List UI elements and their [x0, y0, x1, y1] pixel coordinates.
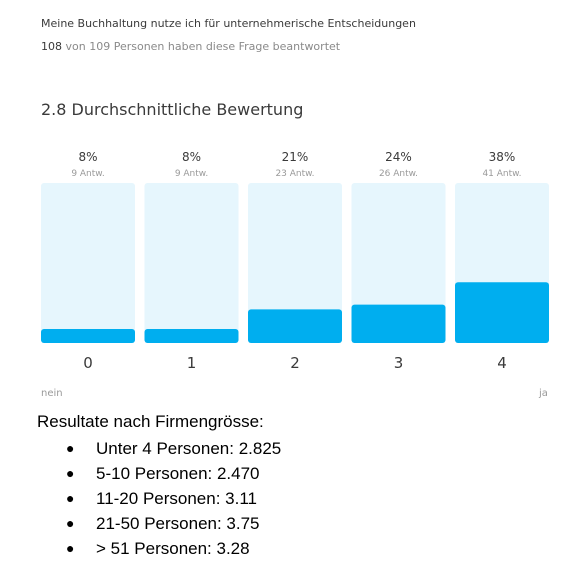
results-list: ● Unter 4 Personen: 2.825 ● 5-10 Personen:… [66, 436, 281, 561]
result-text: 11-20 Personen: 3.11 [96, 489, 257, 508]
list-item: ● 5-10 Personen: 2.470 [66, 461, 281, 486]
bar-track [351, 183, 446, 343]
bar-percent-label: 21% [282, 150, 309, 164]
bar-percent-label: 8% [78, 150, 97, 164]
category-tick-label: 4 [497, 354, 507, 372]
bar-count-label: 23 Antw. [275, 169, 314, 179]
list-item: ● > 51 Personen: 3.28 [66, 536, 281, 561]
list-item: ● 11-20 Personen: 3.11 [66, 486, 281, 511]
average-rating-heading: 2.8 Durchschnittliche Bewertung [41, 100, 304, 119]
bullet-icon: ● [66, 540, 75, 556]
bar-track [41, 183, 135, 343]
category-tick-label: 0 [83, 354, 93, 372]
rating-bar-chart: 8% 9 Antw. 0 8% 9 Antw. 1 21% 23 Antw. 2 24% 26 An… [41, 150, 549, 372]
result-text: > 51 Personen: 3.28 [96, 539, 250, 558]
result-text: Unter 4 Personen: 2.825 [96, 439, 282, 458]
list-item: ● 21-50 Personen: 3.75 [66, 511, 281, 536]
bar-count-label: 9 Antw. [175, 169, 208, 179]
bullet-icon: ● [66, 515, 75, 531]
bar [144, 329, 239, 343]
bar-percent-label: 38% [489, 150, 516, 164]
bar-percent-label: 24% [385, 150, 412, 164]
response-count-line: 108 von 109 Personen haben diese Frage b… [41, 40, 340, 53]
scale-high-label: ja [539, 388, 548, 399]
category-tick-label: 3 [394, 354, 404, 372]
result-text: 5-10 Personen: 2.470 [96, 464, 260, 483]
bullet-icon: ● [66, 440, 75, 456]
results-title: Resultate nach Firmengrösse: [37, 412, 264, 431]
question-text: Meine Buchhaltung nutze ich für unterneh… [41, 17, 416, 30]
bullet-icon: ● [66, 465, 75, 481]
bar-count-label: 41 Antw. [482, 169, 521, 179]
bar [248, 309, 342, 343]
answered-text: von 109 Personen haben diese Frage beant… [62, 40, 341, 53]
bar [351, 304, 446, 343]
scale-low-label: nein [41, 388, 63, 399]
answered-count: 108 [41, 40, 62, 53]
bullet-icon: ● [66, 490, 75, 506]
list-item: ● Unter 4 Personen: 2.825 [66, 436, 281, 461]
result-text: 21-50 Personen: 3.75 [96, 514, 260, 533]
bar-percent-label: 8% [182, 150, 201, 164]
bar [455, 282, 549, 343]
bar-count-label: 26 Antw. [379, 169, 418, 179]
bar-track [248, 183, 342, 343]
bar [41, 329, 135, 343]
category-tick-label: 2 [290, 354, 300, 372]
bar-track [144, 183, 239, 343]
bar-count-label: 9 Antw. [71, 169, 104, 179]
category-tick-label: 1 [187, 354, 197, 372]
